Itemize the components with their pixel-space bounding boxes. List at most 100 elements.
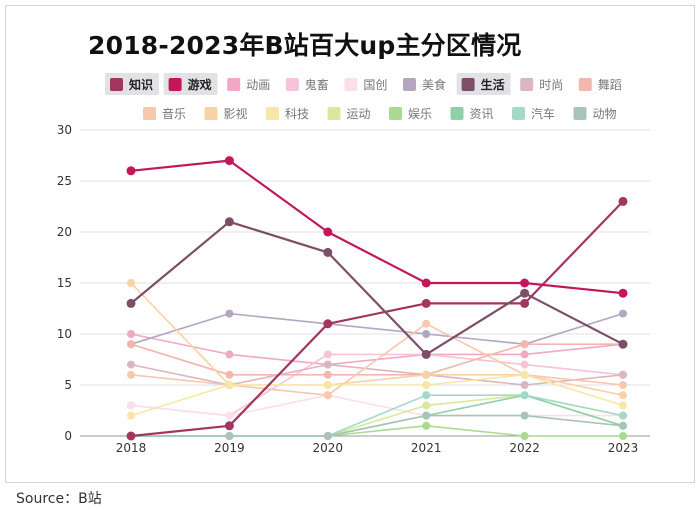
y-tick-label: 30: [57, 123, 72, 137]
legend-swatch: [450, 107, 464, 120]
legend-swatch: [327, 107, 341, 120]
data-point: [421, 349, 431, 359]
y-tick-label: 5: [64, 378, 72, 392]
data-point: [520, 391, 529, 400]
data-point: [520, 350, 529, 359]
series-line: [130, 159, 624, 295]
data-point: [422, 319, 431, 328]
series-1: [126, 196, 628, 441]
legend-swatch: [266, 107, 279, 120]
series-line: [130, 394, 623, 417]
series-11: [127, 279, 627, 400]
series-line: [130, 373, 624, 417]
data-point: [323, 391, 332, 400]
legend-label: 影视: [224, 106, 248, 121]
legend-label: 娱乐: [408, 107, 432, 121]
data-point: [618, 339, 628, 349]
legend-item: 游戏: [163, 73, 218, 95]
series-14: [127, 421, 627, 440]
series-12: [127, 370, 627, 420]
legend-label: 鬼畜: [305, 77, 329, 92]
y-tick-label: 15: [57, 276, 72, 290]
legend-item: 鬼畜: [285, 77, 329, 92]
data-point: [224, 156, 234, 166]
x-tick-label: 2021: [411, 441, 442, 455]
data-point: [127, 401, 135, 410]
x-tick-label: 2019: [214, 441, 245, 455]
x-tick-label: 2022: [509, 441, 540, 455]
series-line: [130, 220, 624, 356]
data-point: [619, 401, 627, 410]
y-tick-label: 25: [57, 174, 72, 188]
series-line: [130, 363, 624, 386]
data-point: [520, 381, 529, 389]
data-point: [619, 432, 627, 440]
chart-title: 2018-2023年B站百大up主分区情况: [88, 31, 522, 60]
legend-item: 舞蹈: [578, 78, 622, 92]
x-tick-label: 2020: [313, 441, 344, 455]
data-point: [520, 340, 529, 349]
data-point: [127, 360, 135, 369]
legend-label: 知识: [128, 77, 153, 92]
data-point: [520, 360, 529, 369]
data-point: [323, 381, 332, 389]
series-line: [130, 282, 624, 396]
legend-label: 国创: [363, 78, 387, 92]
series-17: [127, 411, 627, 440]
legend-label: 生活: [481, 77, 505, 92]
legend-item: 音乐: [143, 106, 186, 121]
data-point: [421, 298, 431, 308]
legend-swatch: [403, 78, 416, 91]
data-point: [422, 381, 431, 389]
data-point: [126, 431, 136, 441]
data-point: [422, 391, 431, 400]
data-point: [225, 309, 234, 318]
data-point: [421, 278, 431, 288]
legend-label: 汽车: [531, 106, 555, 121]
legend-item: 科技: [266, 107, 309, 121]
legend-item: 动物: [573, 107, 617, 121]
legend-item: 汽车: [512, 106, 555, 121]
y-tick-label: 10: [57, 327, 72, 341]
legend-item: 美食: [403, 77, 446, 92]
legend-item: 知识: [105, 73, 159, 95]
series-10: [127, 319, 627, 400]
x-tick-label: 2018: [116, 441, 147, 455]
data-point: [520, 370, 529, 379]
legend-label: 科技: [285, 107, 309, 121]
legend-label: 舞蹈: [598, 78, 622, 92]
data-point: [225, 381, 234, 389]
legend-item: 影视: [204, 106, 248, 121]
data-point: [225, 411, 234, 420]
legend-item: 运动: [327, 107, 371, 121]
data-point: [225, 370, 234, 379]
legend-label: 运动: [347, 107, 371, 121]
legend-swatch: [578, 78, 592, 91]
data-point: [619, 421, 627, 430]
legend-swatch: [168, 78, 182, 91]
series-line: [130, 322, 624, 397]
legend-item: 娱乐: [389, 107, 432, 121]
data-point: [618, 196, 628, 206]
data-point: [127, 340, 135, 349]
data-point: [323, 247, 333, 257]
series-2: [126, 156, 628, 298]
legend-label: 音乐: [162, 106, 186, 121]
data-point: [225, 350, 234, 359]
gridlines: 0 5 10 15 20 25 30: [57, 123, 650, 443]
series-line: [131, 414, 624, 437]
series-6: [127, 309, 627, 349]
data-point: [323, 370, 332, 379]
legend-swatch: [143, 107, 156, 120]
data-point: [323, 350, 332, 359]
data-point: [323, 360, 332, 369]
series-line: [130, 200, 624, 438]
legend-swatch: [204, 107, 218, 120]
legend-label: 动物: [593, 107, 617, 121]
data-point: [619, 391, 627, 400]
series-line: [130, 312, 624, 346]
legend-item: 动画: [227, 78, 270, 92]
data-point: [422, 411, 431, 420]
data-point: [520, 298, 530, 308]
